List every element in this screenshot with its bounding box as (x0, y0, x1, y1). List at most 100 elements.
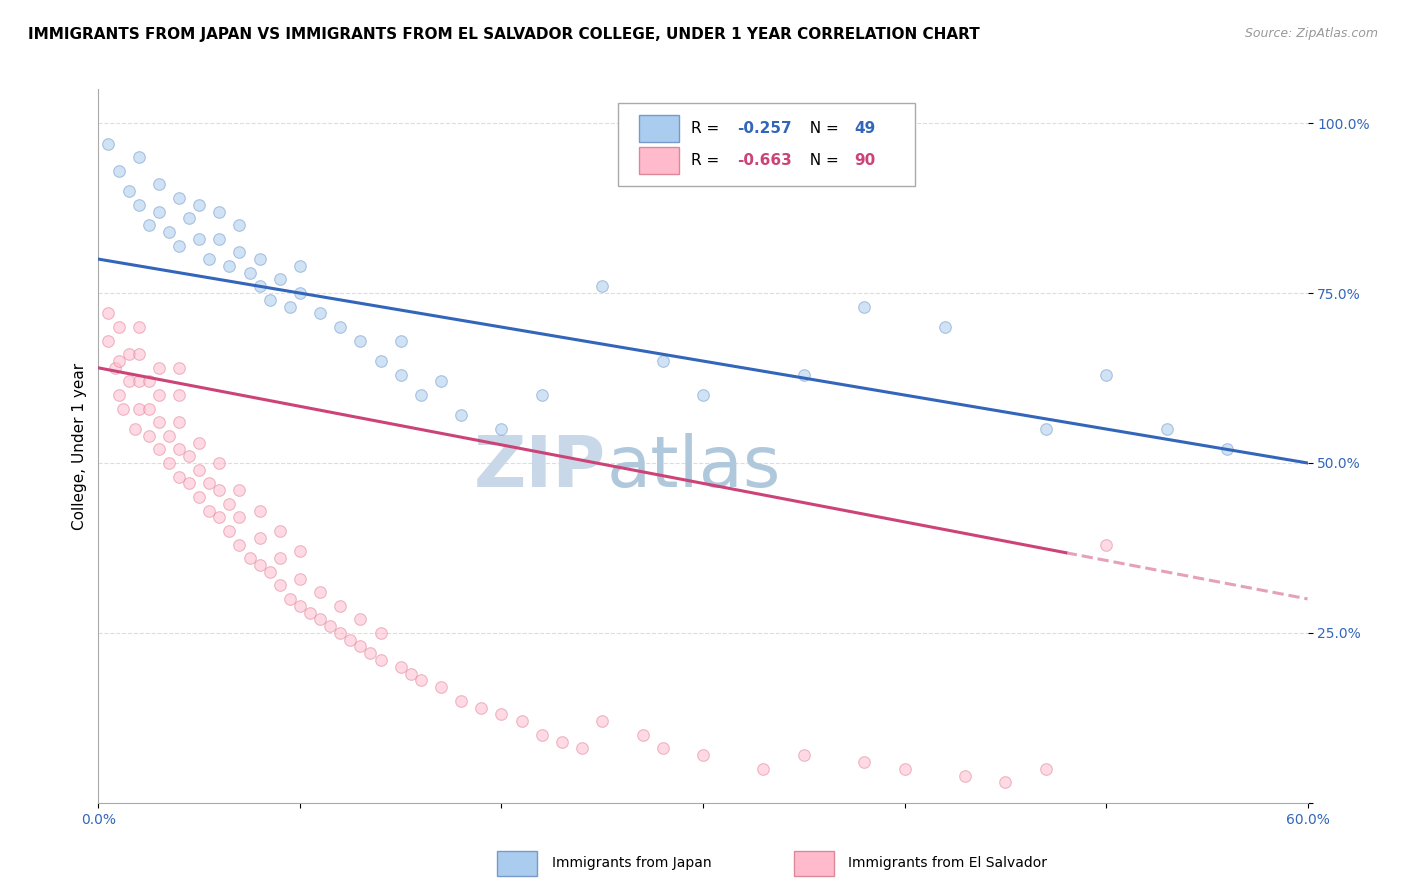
Point (349, 640, 371, 654)
Y-axis label: College, Under 1 year: College, Under 1 year (72, 362, 87, 530)
Point (128, 198, 150, 212)
Point (107, 354, 129, 368)
Point (389, 334, 412, 348)
Point (148, 360, 170, 375)
Point (198, 503, 221, 517)
Point (249, 252, 271, 266)
Point (249, 279, 271, 293)
FancyBboxPatch shape (619, 103, 915, 186)
Point (208, 483, 231, 498)
Point (793, 368, 815, 382)
Point (107, 163, 129, 178)
Text: 49: 49 (855, 121, 876, 136)
Point (228, 537, 250, 551)
Point (128, 375, 150, 389)
Point (167, 191, 190, 205)
Point (218, 497, 240, 511)
Point (218, 259, 240, 273)
Point (157, 456, 180, 470)
Point (591, 714, 613, 729)
Point (953, 769, 976, 783)
Point (389, 368, 412, 382)
Point (793, 748, 815, 763)
Point (249, 558, 271, 572)
Text: -0.257: -0.257 (737, 121, 792, 136)
Point (278, 300, 301, 314)
Point (128, 150, 150, 164)
Point (208, 510, 231, 524)
Point (309, 612, 332, 626)
Point (288, 599, 311, 613)
Point (692, 748, 714, 763)
Point (551, 734, 574, 748)
Point (97, 136, 120, 151)
Point (269, 524, 291, 538)
Point (188, 463, 211, 477)
Point (259, 293, 281, 307)
Point (167, 360, 190, 375)
Point (249, 531, 271, 545)
Point (97, 334, 120, 348)
Point (167, 415, 190, 429)
Point (167, 442, 190, 457)
Point (409, 388, 432, 402)
Point (1035, 422, 1057, 436)
Point (188, 435, 211, 450)
Text: Immigrants from El Salvador: Immigrants from El Salvador (848, 856, 1047, 871)
FancyBboxPatch shape (638, 147, 679, 174)
Text: R =: R = (690, 153, 724, 168)
Point (1095, 368, 1118, 382)
Point (329, 626, 352, 640)
Point (651, 741, 673, 756)
Point (389, 660, 412, 674)
Point (118, 375, 141, 389)
Point (208, 456, 231, 470)
Point (349, 334, 371, 348)
Text: N =: N = (800, 121, 844, 136)
Point (1216, 442, 1239, 457)
Point (118, 184, 141, 198)
Point (1035, 762, 1057, 776)
Point (530, 728, 553, 742)
Point (188, 232, 211, 246)
Point (198, 476, 221, 491)
Point (370, 653, 392, 667)
Point (269, 272, 291, 286)
FancyBboxPatch shape (638, 115, 679, 142)
Point (128, 320, 150, 334)
Point (491, 422, 513, 436)
Point (450, 694, 472, 708)
Point (278, 591, 301, 606)
Point (269, 578, 291, 592)
Point (228, 245, 250, 260)
Point (249, 503, 271, 517)
Point (228, 510, 250, 524)
Point (228, 218, 250, 232)
Point (124, 422, 146, 436)
Point (103, 360, 125, 375)
Point (167, 238, 190, 252)
Point (651, 354, 673, 368)
Point (399, 666, 422, 681)
Point (138, 401, 160, 416)
Point (148, 204, 170, 219)
Point (138, 429, 160, 443)
Point (239, 266, 262, 280)
Point (692, 388, 714, 402)
Point (107, 320, 129, 334)
Point (430, 680, 453, 694)
Point (510, 714, 533, 729)
Point (288, 259, 311, 273)
Point (571, 741, 593, 756)
Point (853, 755, 876, 769)
Point (167, 388, 190, 402)
Point (530, 388, 553, 402)
Point (370, 626, 392, 640)
Point (97, 306, 120, 320)
Text: Source: ZipAtlas.com: Source: ZipAtlas.com (1244, 27, 1378, 40)
Point (288, 572, 311, 586)
Point (591, 279, 613, 293)
Point (994, 775, 1017, 789)
Point (167, 469, 190, 483)
Point (309, 306, 332, 320)
